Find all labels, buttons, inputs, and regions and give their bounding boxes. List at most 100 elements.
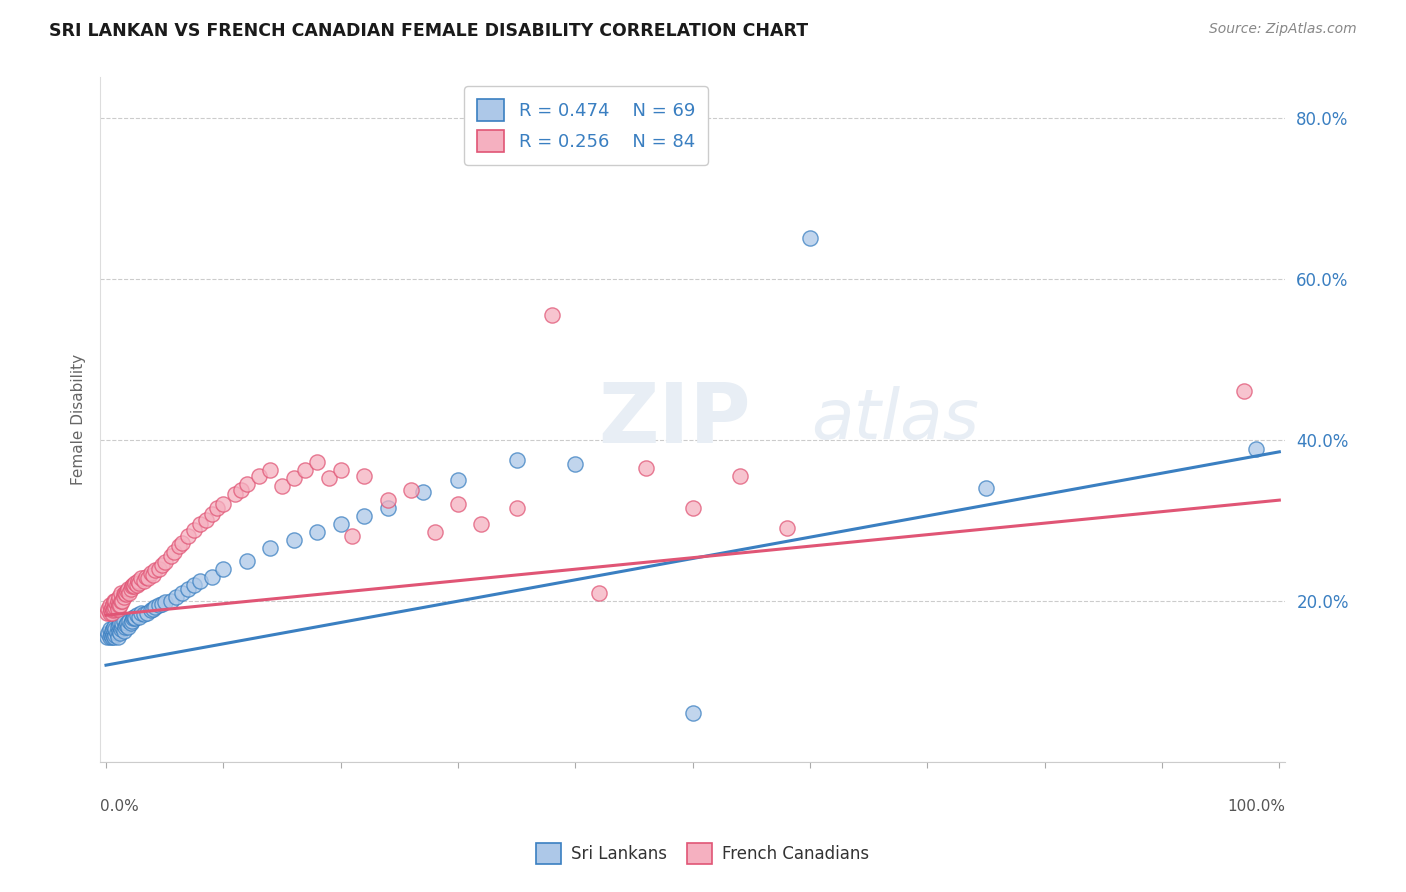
Point bbox=[212, 497, 235, 511]
Point bbox=[103, 602, 125, 616]
Point bbox=[150, 597, 173, 611]
Point bbox=[412, 485, 434, 500]
Point bbox=[103, 593, 125, 607]
Point bbox=[124, 611, 146, 625]
Point bbox=[183, 577, 205, 591]
Point bbox=[105, 626, 128, 640]
Point bbox=[97, 626, 120, 640]
Point bbox=[159, 593, 181, 607]
Point bbox=[108, 616, 131, 631]
Point bbox=[101, 600, 124, 615]
Point bbox=[101, 627, 124, 641]
Point bbox=[101, 622, 124, 636]
Point bbox=[132, 574, 155, 588]
Point bbox=[118, 585, 141, 599]
Point bbox=[98, 606, 121, 620]
Y-axis label: Female Disability: Female Disability bbox=[72, 354, 86, 485]
Point bbox=[115, 618, 138, 632]
Point bbox=[101, 630, 124, 644]
Point bbox=[329, 517, 352, 532]
Point bbox=[111, 616, 134, 631]
Point bbox=[121, 579, 143, 593]
Point bbox=[143, 563, 166, 577]
Point bbox=[159, 549, 181, 564]
Point bbox=[247, 469, 270, 483]
Point bbox=[108, 598, 131, 612]
Point bbox=[107, 619, 129, 633]
Point bbox=[153, 555, 176, 569]
Point bbox=[115, 587, 138, 601]
Point bbox=[682, 501, 704, 516]
Point bbox=[122, 577, 145, 591]
Point bbox=[283, 471, 305, 485]
Point bbox=[111, 593, 134, 607]
Point bbox=[114, 585, 136, 599]
Point bbox=[104, 600, 127, 615]
Point bbox=[505, 453, 527, 467]
Point bbox=[101, 624, 124, 639]
Legend: R = 0.474    N = 69, R = 0.256    N = 84: R = 0.474 N = 69, R = 0.256 N = 84 bbox=[464, 87, 707, 165]
Point bbox=[112, 614, 135, 628]
Point bbox=[110, 585, 132, 599]
Point bbox=[117, 582, 139, 596]
Point bbox=[128, 610, 150, 624]
Point bbox=[110, 622, 132, 636]
Legend: Sri Lankans, French Canadians: Sri Lankans, French Canadians bbox=[530, 837, 876, 871]
Point bbox=[177, 529, 200, 543]
Point bbox=[634, 461, 657, 475]
Point bbox=[125, 608, 148, 623]
Point bbox=[564, 457, 586, 471]
Point bbox=[588, 585, 610, 599]
Point bbox=[129, 606, 152, 620]
Point bbox=[103, 630, 125, 644]
Point bbox=[111, 619, 134, 633]
Point bbox=[112, 624, 135, 639]
Point bbox=[142, 568, 165, 582]
Point bbox=[682, 706, 704, 721]
Point bbox=[122, 611, 145, 625]
Point bbox=[188, 574, 211, 588]
Point bbox=[143, 600, 166, 615]
Point bbox=[107, 602, 129, 616]
Text: ZIP: ZIP bbox=[598, 379, 751, 460]
Point bbox=[96, 630, 118, 644]
Point bbox=[136, 571, 159, 585]
Point bbox=[353, 469, 375, 483]
Point bbox=[98, 598, 121, 612]
Point bbox=[447, 473, 470, 487]
Point bbox=[115, 616, 138, 631]
Point bbox=[307, 455, 329, 469]
Point bbox=[100, 603, 122, 617]
Point bbox=[447, 497, 470, 511]
Point bbox=[108, 618, 131, 632]
Point bbox=[728, 469, 751, 483]
Point bbox=[98, 630, 121, 644]
Point bbox=[423, 525, 446, 540]
Point bbox=[377, 493, 399, 508]
Point bbox=[103, 619, 125, 633]
Point bbox=[125, 577, 148, 591]
Point bbox=[183, 523, 205, 537]
Point bbox=[283, 533, 305, 548]
Point bbox=[307, 525, 329, 540]
Point bbox=[271, 479, 294, 493]
Point bbox=[177, 582, 200, 596]
Point bbox=[200, 569, 222, 583]
Point bbox=[118, 614, 141, 628]
Point bbox=[124, 576, 146, 591]
Point bbox=[259, 541, 281, 556]
Text: atlas: atlas bbox=[811, 386, 979, 453]
Point bbox=[100, 627, 122, 641]
Point bbox=[108, 590, 131, 604]
Point bbox=[148, 561, 170, 575]
Point bbox=[318, 471, 340, 485]
Point bbox=[342, 529, 364, 543]
Point bbox=[122, 579, 145, 593]
Point bbox=[120, 582, 142, 596]
Point bbox=[224, 487, 246, 501]
Point bbox=[120, 616, 142, 631]
Point bbox=[129, 571, 152, 585]
Point bbox=[505, 501, 527, 516]
Point bbox=[107, 593, 129, 607]
Point bbox=[329, 463, 352, 477]
